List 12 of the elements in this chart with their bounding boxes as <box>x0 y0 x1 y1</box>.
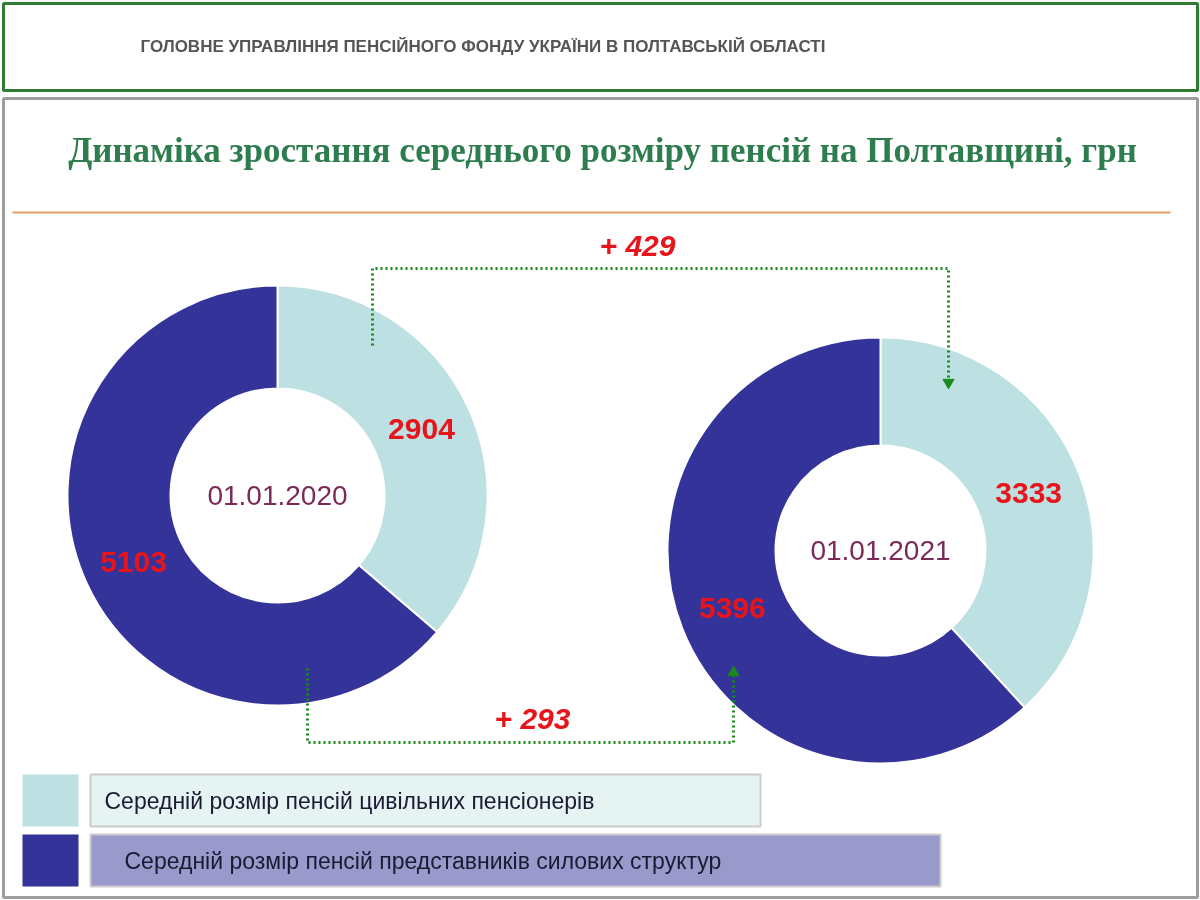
text: ГОЛОВНЕ УПРАВЛІННЯ ПЕНСІЙНОГО ФОНДУ УКРАЇНИ В ПОЛТАВСЬКІЙ ОБЛАСТІ <box>140 37 826 56</box>
legend-label: Середній розмір пенсій цивільних пенсіонерів <box>104 787 595 814</box>
data-label: 5103 <box>100 544 167 578</box>
text: 01.01.2021 <box>810 535 951 566</box>
text: Динаміка зростання середнього розміру пенсій на Полтавщині, грн <box>68 131 1137 170</box>
data-label: 3333 <box>995 475 1063 509</box>
text: + 293 <box>494 702 571 735</box>
text: + 429 <box>599 229 676 262</box>
data-label: 5396 <box>698 591 766 625</box>
text: 01.01.2020 <box>207 480 348 511</box>
data-label: 2904 <box>388 412 456 446</box>
legend-label: Середній розмір пенсій представників силових структур <box>124 847 722 874</box>
